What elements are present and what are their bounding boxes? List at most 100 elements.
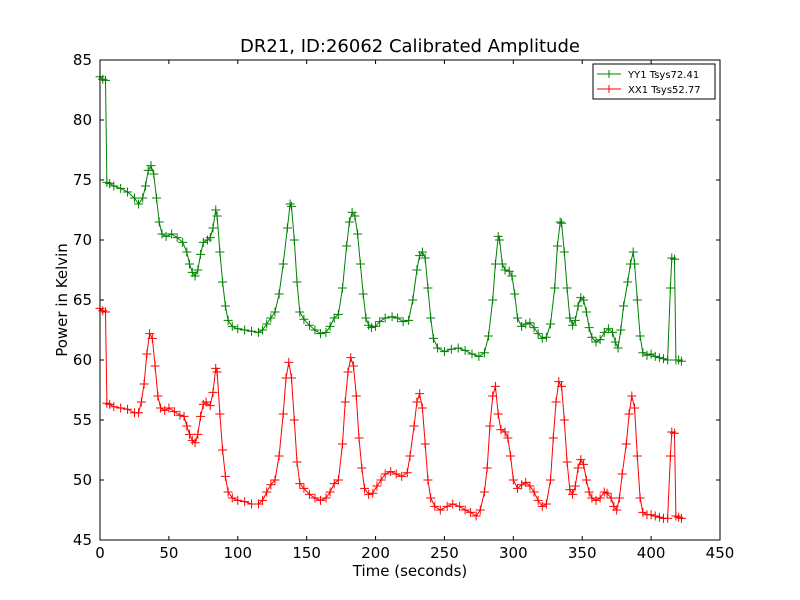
data-point — [220, 301, 230, 311]
data-point — [253, 327, 263, 337]
data-point — [630, 403, 640, 413]
data-point — [182, 247, 192, 257]
data-point — [146, 161, 156, 171]
data-point — [507, 271, 517, 281]
data-point — [289, 235, 299, 245]
data-point — [304, 320, 314, 330]
data-point — [329, 479, 339, 489]
data-point — [460, 505, 470, 515]
data-point — [258, 325, 268, 335]
data-point — [627, 391, 637, 401]
data-point — [185, 429, 195, 439]
data-point — [116, 403, 126, 413]
data-point — [659, 354, 669, 364]
data-point — [380, 469, 390, 479]
data-point — [650, 511, 660, 521]
data-point — [584, 487, 594, 497]
data-point — [517, 321, 527, 331]
data-point — [185, 259, 195, 269]
data-point — [484, 331, 494, 341]
data-point — [606, 493, 616, 503]
data-point — [211, 363, 221, 373]
data-point — [404, 315, 414, 325]
legend-box — [592, 63, 716, 100]
x-tick-label: 0 — [95, 544, 105, 562]
data-point — [632, 451, 642, 461]
data-point — [533, 495, 543, 505]
series-markers-1 — [95, 72, 686, 366]
data-point — [387, 312, 397, 322]
data-point — [287, 201, 297, 211]
data-point — [212, 367, 222, 377]
data-point — [525, 318, 535, 328]
series-line-1 — [99, 76, 682, 362]
data-point — [503, 433, 513, 443]
x-tick-label: 100 — [223, 544, 252, 562]
data-point — [153, 391, 163, 401]
data-point — [467, 349, 477, 359]
data-point — [479, 348, 489, 358]
data-point — [591, 337, 601, 347]
data-point — [568, 320, 578, 330]
data-point — [299, 314, 309, 324]
data-point — [565, 485, 575, 495]
data-point — [546, 319, 556, 329]
data-point — [420, 253, 430, 263]
data-point — [193, 265, 203, 275]
data-point — [147, 333, 157, 343]
data-point — [428, 333, 438, 343]
data-point — [430, 501, 440, 511]
data-point — [415, 389, 425, 399]
data-point — [635, 493, 645, 503]
data-point — [670, 254, 680, 264]
data-point — [466, 507, 476, 517]
data-point — [397, 471, 407, 481]
data-point — [266, 480, 276, 490]
data-point — [435, 505, 445, 515]
x-tick-label: 50 — [159, 544, 178, 562]
data-point — [665, 451, 675, 461]
y-axis-label: Power in Kelvin — [53, 243, 71, 357]
data-point — [570, 481, 580, 491]
data-point — [109, 402, 119, 412]
data-point — [167, 229, 177, 239]
legend-item-1: YY1 Tsys72.41 — [597, 70, 699, 81]
chart-title: DR21, ID:26062 Calibrated Amplitude — [240, 36, 580, 57]
data-point — [654, 353, 664, 363]
data-point — [512, 483, 522, 493]
data-point — [299, 483, 309, 493]
data-point — [562, 283, 572, 293]
data-point — [490, 381, 500, 391]
data-point — [372, 481, 382, 491]
data-point — [663, 355, 673, 365]
data-point — [342, 241, 352, 251]
data-point — [123, 187, 133, 197]
data-point — [471, 511, 481, 521]
data-point — [270, 475, 280, 485]
data-point — [145, 329, 155, 339]
data-point — [253, 499, 263, 509]
data-point — [521, 477, 531, 487]
series-markers-2 — [95, 303, 686, 523]
data-point — [358, 289, 368, 299]
data-point — [233, 495, 243, 505]
data-point — [220, 471, 230, 481]
data-point — [101, 75, 111, 85]
data-point — [500, 427, 510, 437]
data-point — [190, 438, 200, 448]
data-point — [474, 351, 484, 361]
data-point — [584, 323, 594, 333]
data-point — [139, 379, 149, 389]
data-point — [247, 326, 257, 336]
data-point — [616, 325, 626, 335]
data-point — [223, 315, 233, 325]
data-point — [292, 277, 302, 287]
data-point — [587, 493, 597, 503]
data-point — [179, 411, 189, 421]
data-point — [608, 327, 618, 337]
data-point — [579, 295, 589, 305]
data-point — [665, 283, 675, 293]
data-point — [485, 421, 495, 431]
data-point — [278, 259, 288, 269]
data-point — [274, 289, 284, 299]
